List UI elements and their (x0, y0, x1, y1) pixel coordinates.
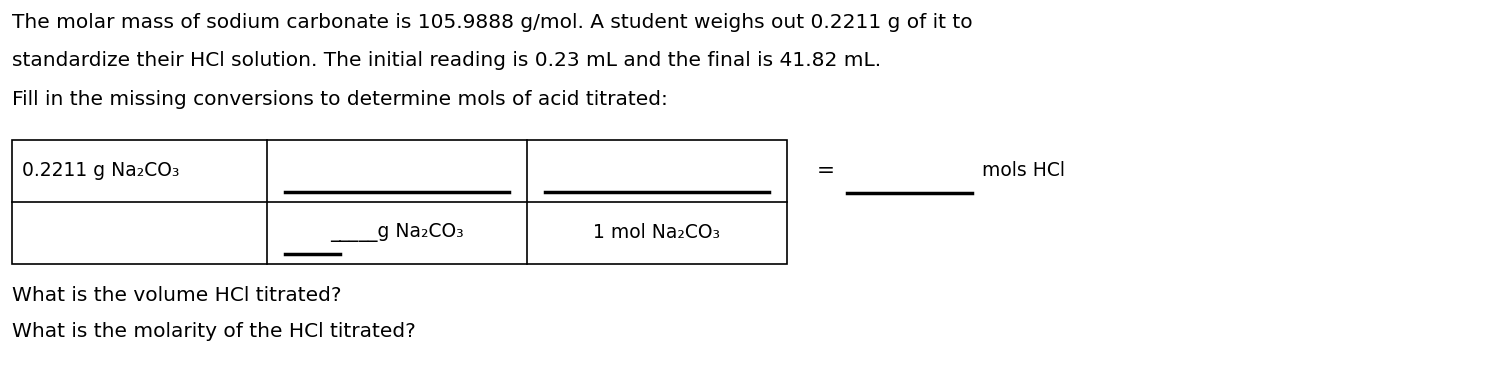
Text: What is the volume HCl titrated?: What is the volume HCl titrated? (12, 286, 341, 305)
Text: =: = (818, 161, 836, 181)
Text: mols HCl: mols HCl (981, 162, 1066, 181)
Text: 1 mol Na₂CO₃: 1 mol Na₂CO₃ (594, 223, 720, 242)
Text: What is the molarity of the HCl titrated?: What is the molarity of the HCl titrated… (12, 322, 416, 341)
Text: _____g Na₂CO₃: _____g Na₂CO₃ (331, 223, 464, 242)
Text: standardize their HCl solution. The initial reading is 0.23 mL and the final is : standardize their HCl solution. The init… (12, 51, 881, 70)
Bar (12, 140, 788, 264)
Text: 0.2211 g Na₂CO₃: 0.2211 g Na₂CO₃ (23, 162, 179, 181)
Text: Fill in the missing conversions to determine mols of acid titrated:: Fill in the missing conversions to deter… (12, 90, 667, 109)
Text: The molar mass of sodium carbonate is 105.9888 g/mol. A student weighs out 0.221: The molar mass of sodium carbonate is 10… (12, 13, 972, 32)
